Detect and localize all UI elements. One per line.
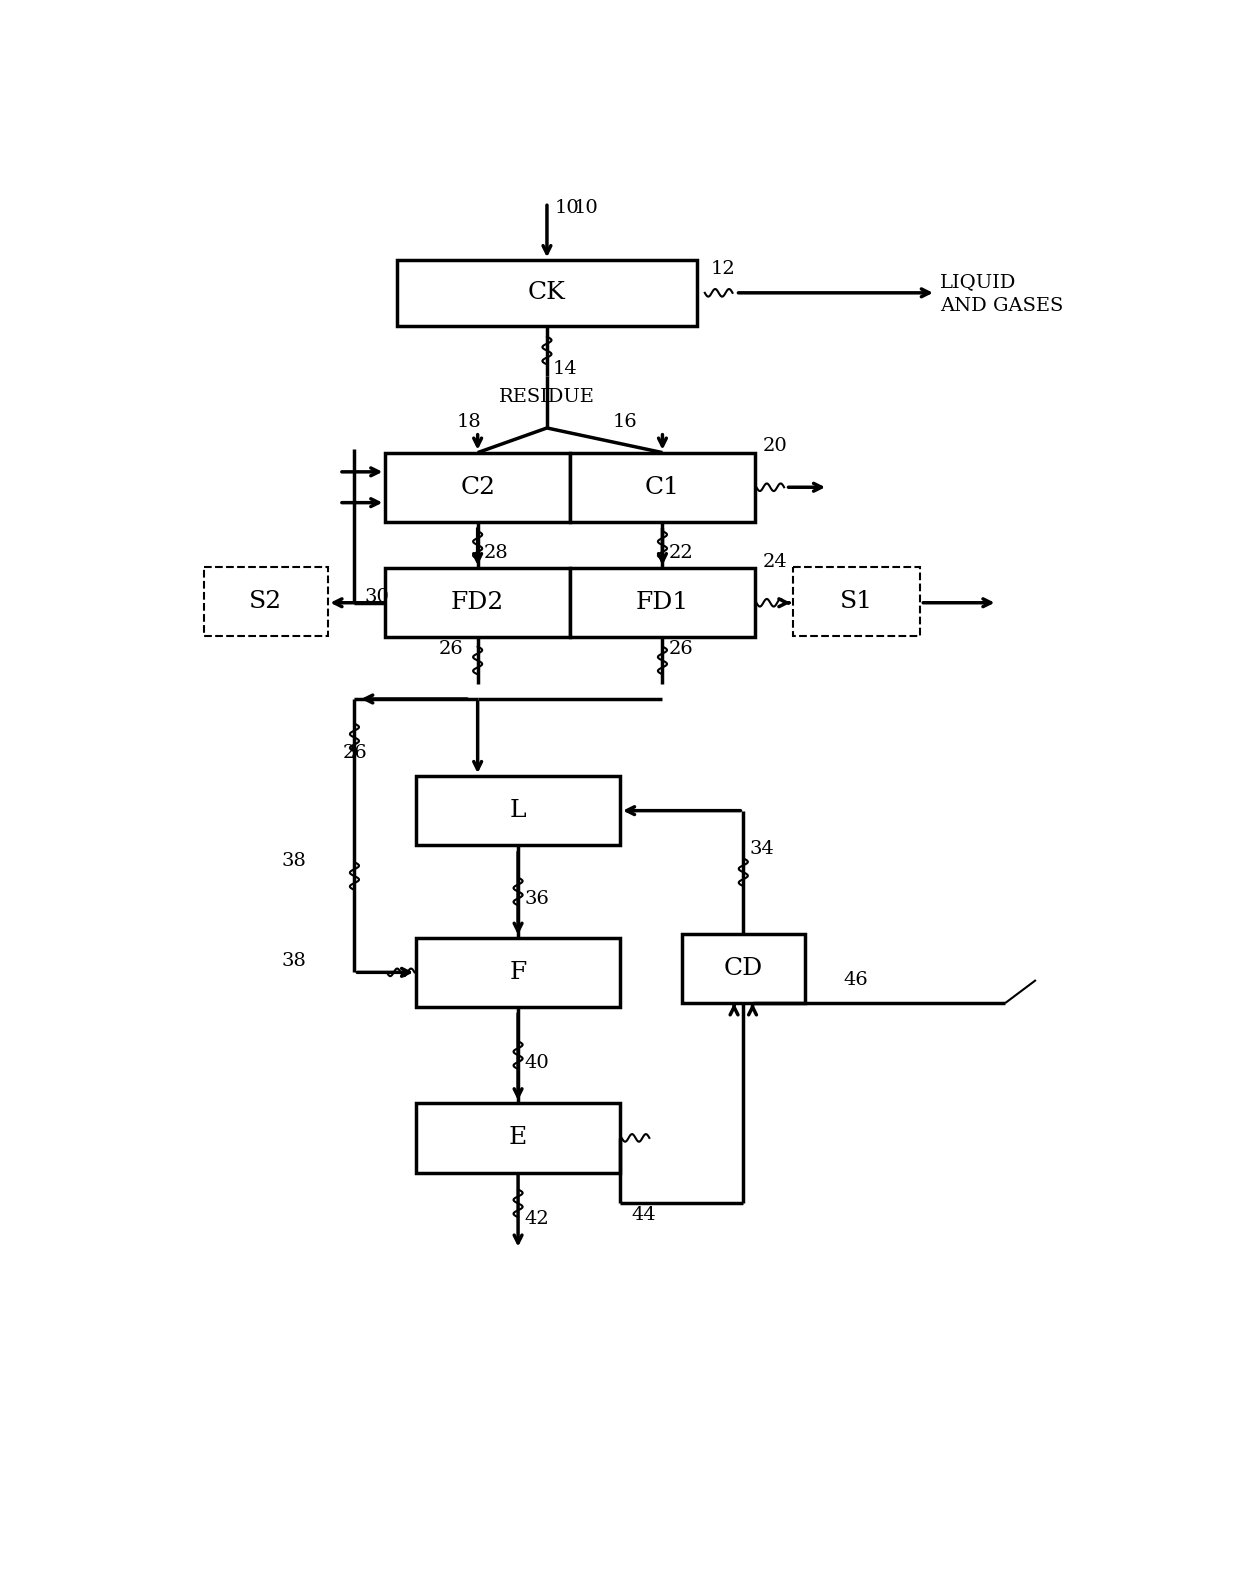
Text: F: F xyxy=(510,960,527,984)
Text: 24: 24 xyxy=(763,553,787,571)
Text: 22: 22 xyxy=(668,544,693,561)
Text: 44: 44 xyxy=(631,1205,656,1224)
Text: 10: 10 xyxy=(574,199,599,216)
Text: 20: 20 xyxy=(763,437,787,455)
Bar xyxy=(386,453,570,522)
Text: FD1: FD1 xyxy=(636,591,689,614)
Text: 26: 26 xyxy=(439,639,464,658)
Text: 42: 42 xyxy=(525,1210,549,1227)
Bar xyxy=(205,566,327,636)
Bar xyxy=(417,938,620,1006)
Text: 26: 26 xyxy=(668,639,693,658)
Text: FD2: FD2 xyxy=(451,591,505,614)
Bar xyxy=(570,568,755,638)
Text: CK: CK xyxy=(528,281,565,304)
Text: C1: C1 xyxy=(645,475,680,499)
Text: RESIDUE: RESIDUE xyxy=(498,388,595,405)
Text: LIQUID: LIQUID xyxy=(940,272,1016,291)
Bar xyxy=(682,933,805,1003)
Text: S1: S1 xyxy=(841,590,873,612)
Text: 12: 12 xyxy=(711,261,735,278)
Text: 46: 46 xyxy=(843,971,868,989)
Bar xyxy=(570,453,755,522)
Text: 14: 14 xyxy=(553,361,578,378)
Text: 16: 16 xyxy=(613,413,637,431)
Text: CD: CD xyxy=(724,957,763,979)
Text: 38: 38 xyxy=(281,852,306,870)
Bar xyxy=(417,776,620,846)
Text: C2: C2 xyxy=(460,475,495,499)
Text: L: L xyxy=(510,800,527,822)
Text: 36: 36 xyxy=(525,890,549,908)
Text: S2: S2 xyxy=(249,590,283,612)
Text: 40: 40 xyxy=(525,1054,549,1072)
Text: 38: 38 xyxy=(281,952,306,970)
Bar xyxy=(794,566,920,636)
Bar xyxy=(417,1103,620,1172)
Text: 10: 10 xyxy=(554,199,579,216)
Text: 30: 30 xyxy=(365,588,389,606)
Text: 18: 18 xyxy=(456,413,481,431)
Bar xyxy=(386,568,570,638)
Text: 28: 28 xyxy=(484,544,508,561)
Bar xyxy=(397,261,697,326)
Text: AND GASES: AND GASES xyxy=(940,297,1063,315)
Text: 26: 26 xyxy=(343,744,367,762)
Text: E: E xyxy=(508,1126,527,1150)
Text: 34: 34 xyxy=(749,840,774,859)
